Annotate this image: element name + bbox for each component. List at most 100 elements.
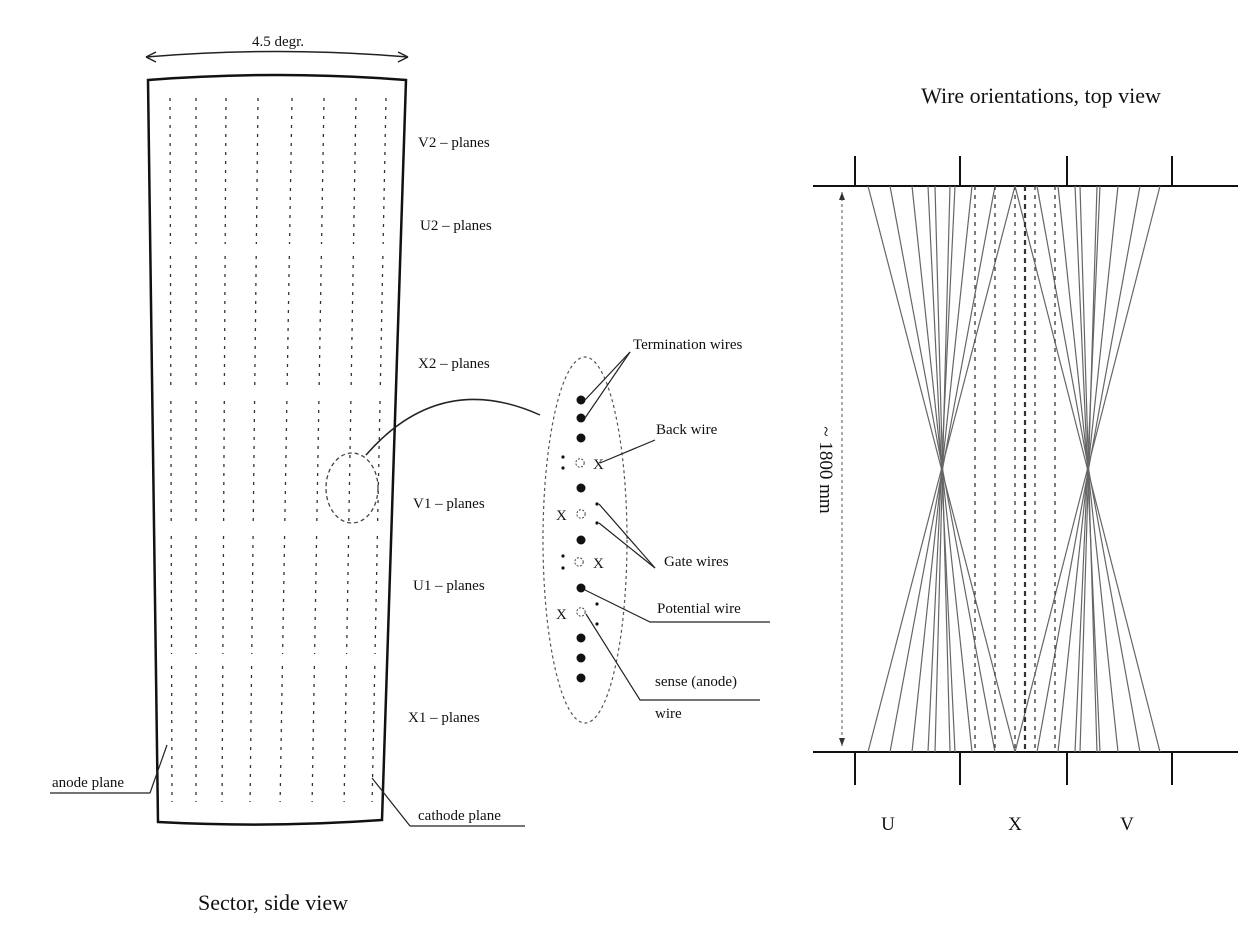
anode-plane-label: anode plane: [52, 775, 124, 791]
plane-wire-line: [320, 97, 325, 245]
gate-wire-dot: [595, 502, 599, 506]
termination-wire-dot: [576, 633, 586, 643]
plane-label-v1: V1 – planes: [413, 496, 485, 512]
sector-planes: [169, 97, 387, 803]
group-label-v: V: [1120, 814, 1134, 835]
length-label: ~ 1800 mm: [815, 426, 836, 514]
anode-plane-leader: [149, 744, 168, 794]
sector-outline: [146, 73, 408, 826]
wire-detail: X X X X Terminatio: [542, 337, 770, 724]
plane-wire-line: [345, 535, 350, 655]
stereo-wires: [867, 185, 1161, 753]
sense-wire-label-continued: wire: [655, 706, 682, 722]
plane-wire-line: [222, 400, 225, 525]
wire-orientations-top-view: Wire orientations, top view ~ 1800 mm U …: [813, 83, 1238, 835]
termination-wire-dot: [576, 673, 586, 683]
back-wire-cross: X: [593, 457, 604, 473]
plane-wire-line: [348, 400, 352, 525]
top-view-title: Wire orientations, top view: [921, 83, 1161, 108]
termination-wire-dot: [576, 395, 586, 405]
v-wire: [1036, 185, 1141, 753]
sense-wire-cross: X: [556, 607, 567, 623]
potential-wire-label: Potential wire: [657, 601, 741, 617]
potential-wire-dot: [576, 583, 586, 593]
termination-wire-dot: [576, 413, 586, 423]
gate-wire-dot: [561, 455, 565, 459]
gate-wire-dot: [595, 622, 599, 626]
plane-wire-line: [286, 255, 290, 390]
plane-wire-line: [382, 97, 387, 245]
sense-wire-leader: [585, 613, 760, 701]
plane-wire-line: [281, 535, 286, 655]
termination-leader: [584, 351, 631, 401]
sense-wire-label: sense (anode): [655, 674, 737, 690]
dimension-arrow-bottom-icon: [839, 738, 845, 746]
plane-wire-line: [224, 97, 227, 245]
plane-wire-line: [252, 400, 256, 525]
cathode-plane-label: cathode plane: [418, 808, 501, 824]
plane-wire-line: [376, 400, 381, 525]
plane-label-u2: U2 – planes: [420, 218, 492, 234]
gate-wire-dot: [595, 602, 599, 606]
group-label-u: U: [881, 814, 895, 835]
plane-wire-line: [222, 535, 225, 655]
plane-wire-line: [374, 535, 379, 655]
termination-wires-label: Termination wires: [633, 337, 742, 353]
plane-wire-line: [311, 665, 316, 803]
u-wire: [927, 185, 956, 753]
potential-wire-dot: [576, 483, 586, 493]
plane-wire-line: [279, 665, 284, 803]
angle-arrow-right-icon: [397, 51, 409, 63]
plane-label-x2: X2 – planes: [418, 356, 490, 372]
gate-wire-dot: [561, 466, 565, 470]
plane-label-v2: V2 – planes: [418, 135, 490, 151]
plane-wire-line: [379, 255, 384, 390]
plane-wire-line: [223, 255, 226, 390]
termination-wire-dot: [576, 653, 586, 663]
termination-wire-dot: [576, 433, 586, 443]
plane-wire-line: [249, 665, 253, 803]
gate-wire-leader: [598, 503, 656, 569]
u-wire: [934, 185, 951, 753]
plane-wire-line: [221, 665, 224, 803]
angle-label: 4.5 degr.: [252, 34, 304, 50]
back-wire-label: Back wire: [656, 422, 718, 438]
sector-side-view: 4.5 degr. V2 – planes U2 – planes X2 – p…: [50, 34, 541, 915]
sense-wire-circle: [576, 509, 586, 519]
back-wire-leader: [599, 439, 656, 464]
plane-wire-line: [284, 400, 288, 525]
plane-wire-line: [352, 97, 357, 245]
gate-wire-dot: [561, 554, 565, 558]
plane-wire-line: [316, 400, 320, 525]
gate-wire-dot: [561, 566, 565, 570]
plane-wire-line: [343, 665, 348, 803]
gate-wire-leader: [598, 522, 656, 569]
potential-wire-dot: [576, 535, 586, 545]
side-view-caption: Sector, side view: [198, 890, 348, 915]
sense-wire-circle: [576, 607, 586, 617]
plane-label-x1: X1 – planes: [408, 710, 480, 726]
detail-region-ellipse: [325, 452, 379, 524]
sense-wire-cross: X: [556, 508, 567, 524]
detail-ellipse: [542, 356, 628, 724]
sense-wire-circle: [574, 557, 584, 567]
plane-label-u1: U1 – planes: [413, 578, 485, 594]
back-wire-circle: [575, 458, 585, 468]
v-wire: [1014, 185, 1161, 753]
termination-leader: [584, 351, 631, 419]
dimension-arrow-top-icon: [839, 192, 845, 200]
gate-wires-label: Gate wires: [664, 554, 729, 570]
plane-wire-line: [288, 97, 293, 245]
angle-arrow-left-icon: [145, 51, 157, 63]
detail-connector-curve: [365, 398, 541, 456]
plane-wire-line: [318, 255, 322, 390]
plane-wire-line: [251, 535, 254, 655]
cathode-plane-leader: [371, 777, 411, 827]
plane-wire-line: [313, 535, 318, 655]
plane-wire-line: [255, 97, 259, 245]
angle-dimension-arc: [145, 50, 409, 58]
sense-wire-cross: X: [593, 556, 604, 572]
gate-wire-dot: [595, 521, 599, 525]
group-label-x: X: [1008, 814, 1022, 835]
